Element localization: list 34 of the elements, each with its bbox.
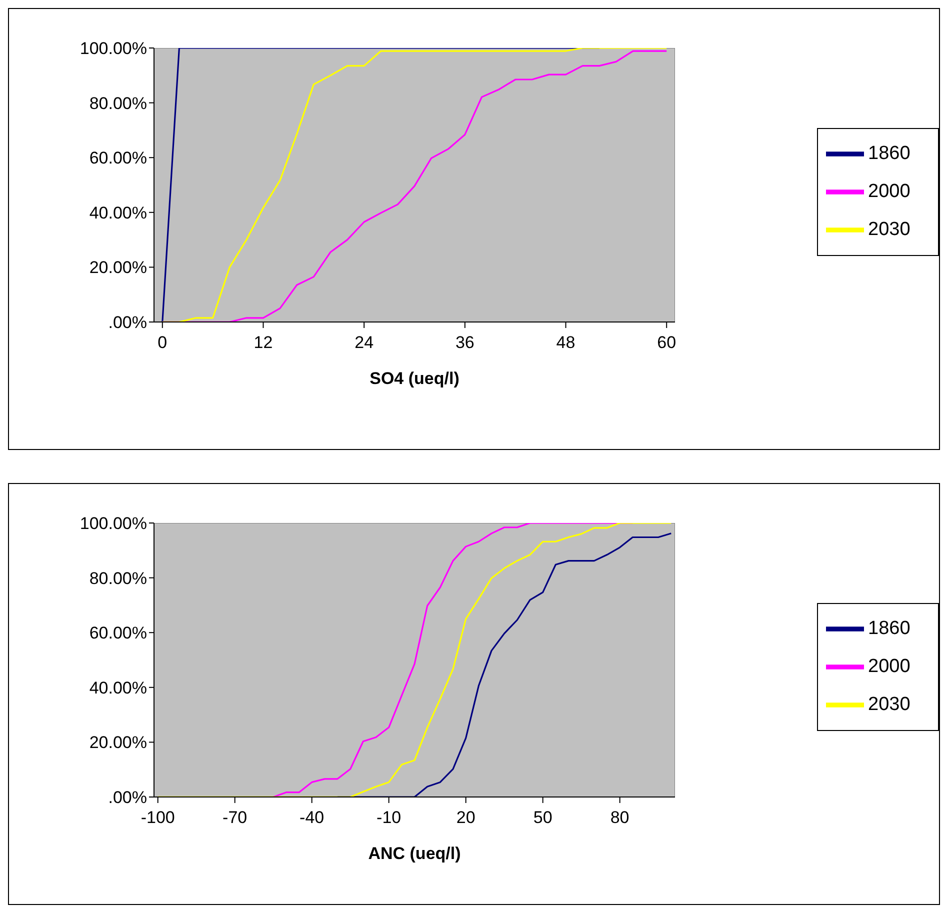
- legend-label: 2030: [868, 219, 910, 240]
- x-axis-title: SO4 (ueq/l): [370, 369, 460, 388]
- y-tick-label: 20.00%: [89, 733, 147, 752]
- y-tick-label: 40.00%: [89, 203, 147, 222]
- y-tick-label: 60.00%: [89, 148, 147, 168]
- legend-label: 2030: [868, 694, 910, 716]
- x-tick-label: 36: [455, 333, 474, 352]
- x-tick-label: -100: [140, 808, 175, 828]
- legend-label: 2000: [868, 181, 910, 202]
- x-axis-title: ANC (ueq/l): [368, 844, 461, 864]
- y-tick-label: 60.00%: [89, 624, 147, 643]
- x-tick-label: 24: [354, 333, 374, 352]
- x-tick-label: 20: [456, 808, 476, 828]
- x-tick-label: 0: [158, 333, 168, 352]
- x-tick-label: -70: [222, 808, 248, 828]
- x-tick-label: 80: [610, 808, 630, 828]
- x-tick-label: 48: [556, 333, 576, 352]
- y-tick-label: 80.00%: [89, 568, 147, 588]
- y-tick-label: 40.00%: [89, 678, 147, 698]
- x-tick-label: -10: [376, 808, 402, 828]
- y-tick-label: .00%: [108, 313, 147, 332]
- legend-label: 2000: [868, 656, 910, 678]
- legend-label: 1860: [868, 143, 910, 164]
- y-tick-label: 100.00%: [80, 39, 147, 58]
- y-tick-label: 20.00%: [89, 258, 147, 278]
- y-tick-label: 80.00%: [89, 94, 147, 113]
- y-tick-label: 100.00%: [80, 514, 147, 534]
- x-tick-label: 60: [657, 333, 676, 352]
- y-tick-label: .00%: [108, 788, 147, 808]
- legend-label: 1860: [868, 618, 910, 640]
- x-tick-label: 50: [533, 808, 552, 828]
- line-series: [157, 523, 672, 797]
- x-tick-label: 12: [254, 333, 273, 352]
- x-tick-label: -40: [300, 808, 324, 828]
